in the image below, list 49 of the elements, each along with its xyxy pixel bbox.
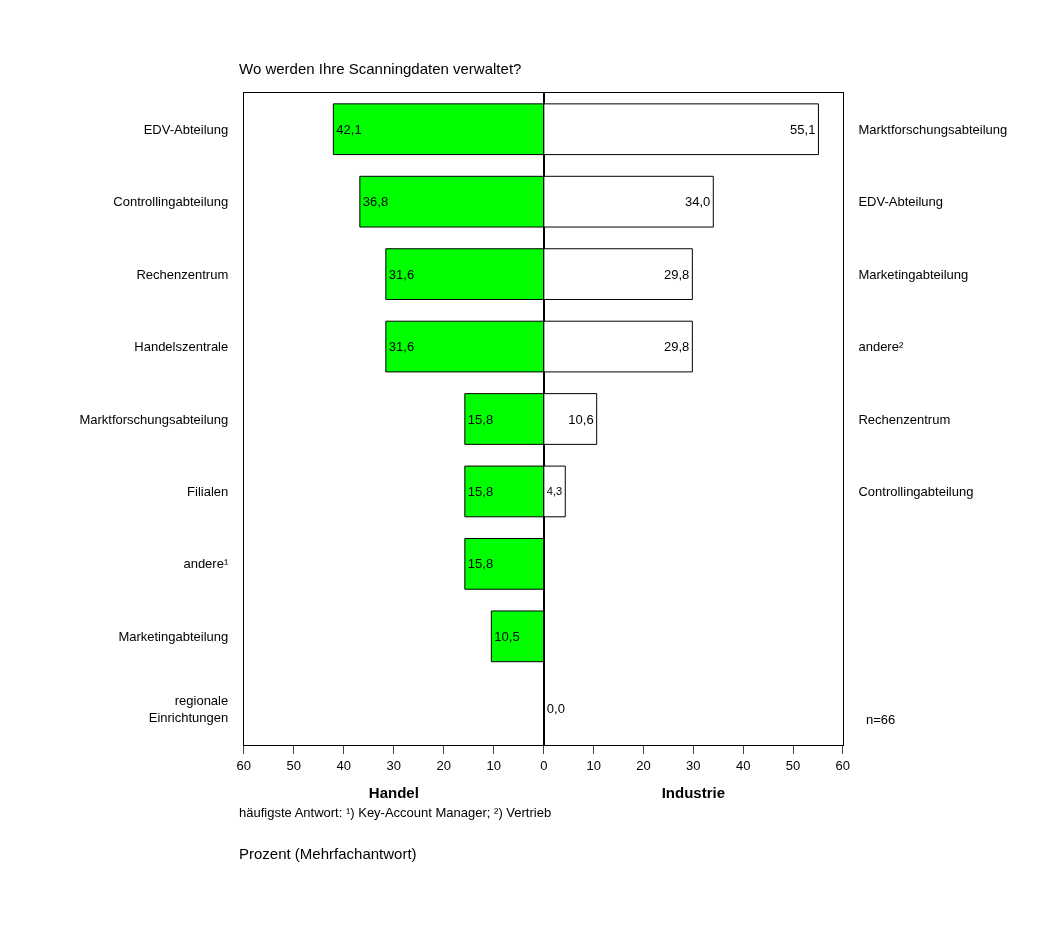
data-label: 4,3 bbox=[546, 485, 563, 498]
data-label: 31,6 bbox=[388, 339, 415, 355]
y-tick-label: Rechenzentrum bbox=[136, 266, 229, 282]
data-label: 15,8 bbox=[467, 556, 494, 572]
y-tick-label: Filialen bbox=[187, 483, 229, 499]
chart-title: Wo werden Ihre Scanningdaten verwaltet? bbox=[239, 60, 522, 77]
y-tick-label: EDV-Abteilung bbox=[143, 121, 229, 137]
x-tick-label: 40 bbox=[735, 757, 751, 773]
y-tick-label: andere² bbox=[858, 339, 904, 355]
y-tick-label: Handelszentrale bbox=[134, 339, 229, 355]
data-label: 10,6 bbox=[568, 411, 594, 427]
x-tick-label: 40 bbox=[336, 757, 352, 773]
y-tick-label: EDV-Abteilung bbox=[858, 194, 944, 210]
y-tick-label: Controllingabteilung bbox=[858, 483, 974, 499]
x-tick-label: 60 bbox=[835, 757, 851, 773]
x-tick-label: 0 bbox=[540, 757, 548, 773]
x-tick-label: 20 bbox=[636, 757, 651, 773]
text: häufigste Antwort: ¹) Key-Account Manager; ²) Vertrieb bbox=[239, 805, 552, 820]
data-label: 10,5 bbox=[494, 628, 520, 644]
data-label: 55,1 bbox=[790, 121, 816, 137]
y-tick-label: Marktforschungsabteilung bbox=[79, 411, 229, 427]
x-tick-label: 10 bbox=[586, 757, 601, 773]
x-tick-label: 50 bbox=[286, 757, 302, 773]
x-tick-label: 60 bbox=[236, 757, 252, 773]
data-label: 36,8 bbox=[362, 194, 389, 210]
x-tick-label: 30 bbox=[686, 757, 701, 773]
data-label: 42,1 bbox=[336, 121, 362, 137]
x-tick-label: 50 bbox=[785, 757, 801, 773]
data-label: 0,0 bbox=[546, 701, 565, 717]
y-tick-label: regionale Einrichtungen bbox=[148, 692, 229, 725]
x-tick-label: 10 bbox=[486, 757, 502, 773]
data-label: 31,6 bbox=[388, 266, 415, 282]
x-tick-label: 20 bbox=[436, 757, 452, 773]
y-tick-label: Marketingabteilung bbox=[858, 266, 969, 282]
text: n=66 bbox=[866, 712, 896, 727]
y-tick-label: Rechenzentrum bbox=[858, 411, 951, 427]
x-axis-title: Industrie bbox=[661, 783, 726, 801]
y-tick-label: Controllingabteilung bbox=[113, 194, 229, 210]
x-axis-title: Handel bbox=[368, 783, 419, 801]
x-tick-label: 30 bbox=[386, 757, 402, 773]
data-label: 29,8 bbox=[664, 339, 690, 355]
data-label: 15,8 bbox=[467, 411, 494, 427]
data-label: 34,0 bbox=[684, 194, 711, 210]
text: Prozent (Mehrfachantwort) bbox=[239, 845, 417, 862]
y-tick-label: andere¹ bbox=[183, 556, 229, 572]
data-label: 15,8 bbox=[467, 483, 494, 499]
y-tick-label: Marktforschungsabteilung bbox=[858, 121, 1008, 137]
y-tick-label: Marketingabteilung bbox=[118, 628, 229, 644]
data-label: 29,8 bbox=[664, 266, 690, 282]
